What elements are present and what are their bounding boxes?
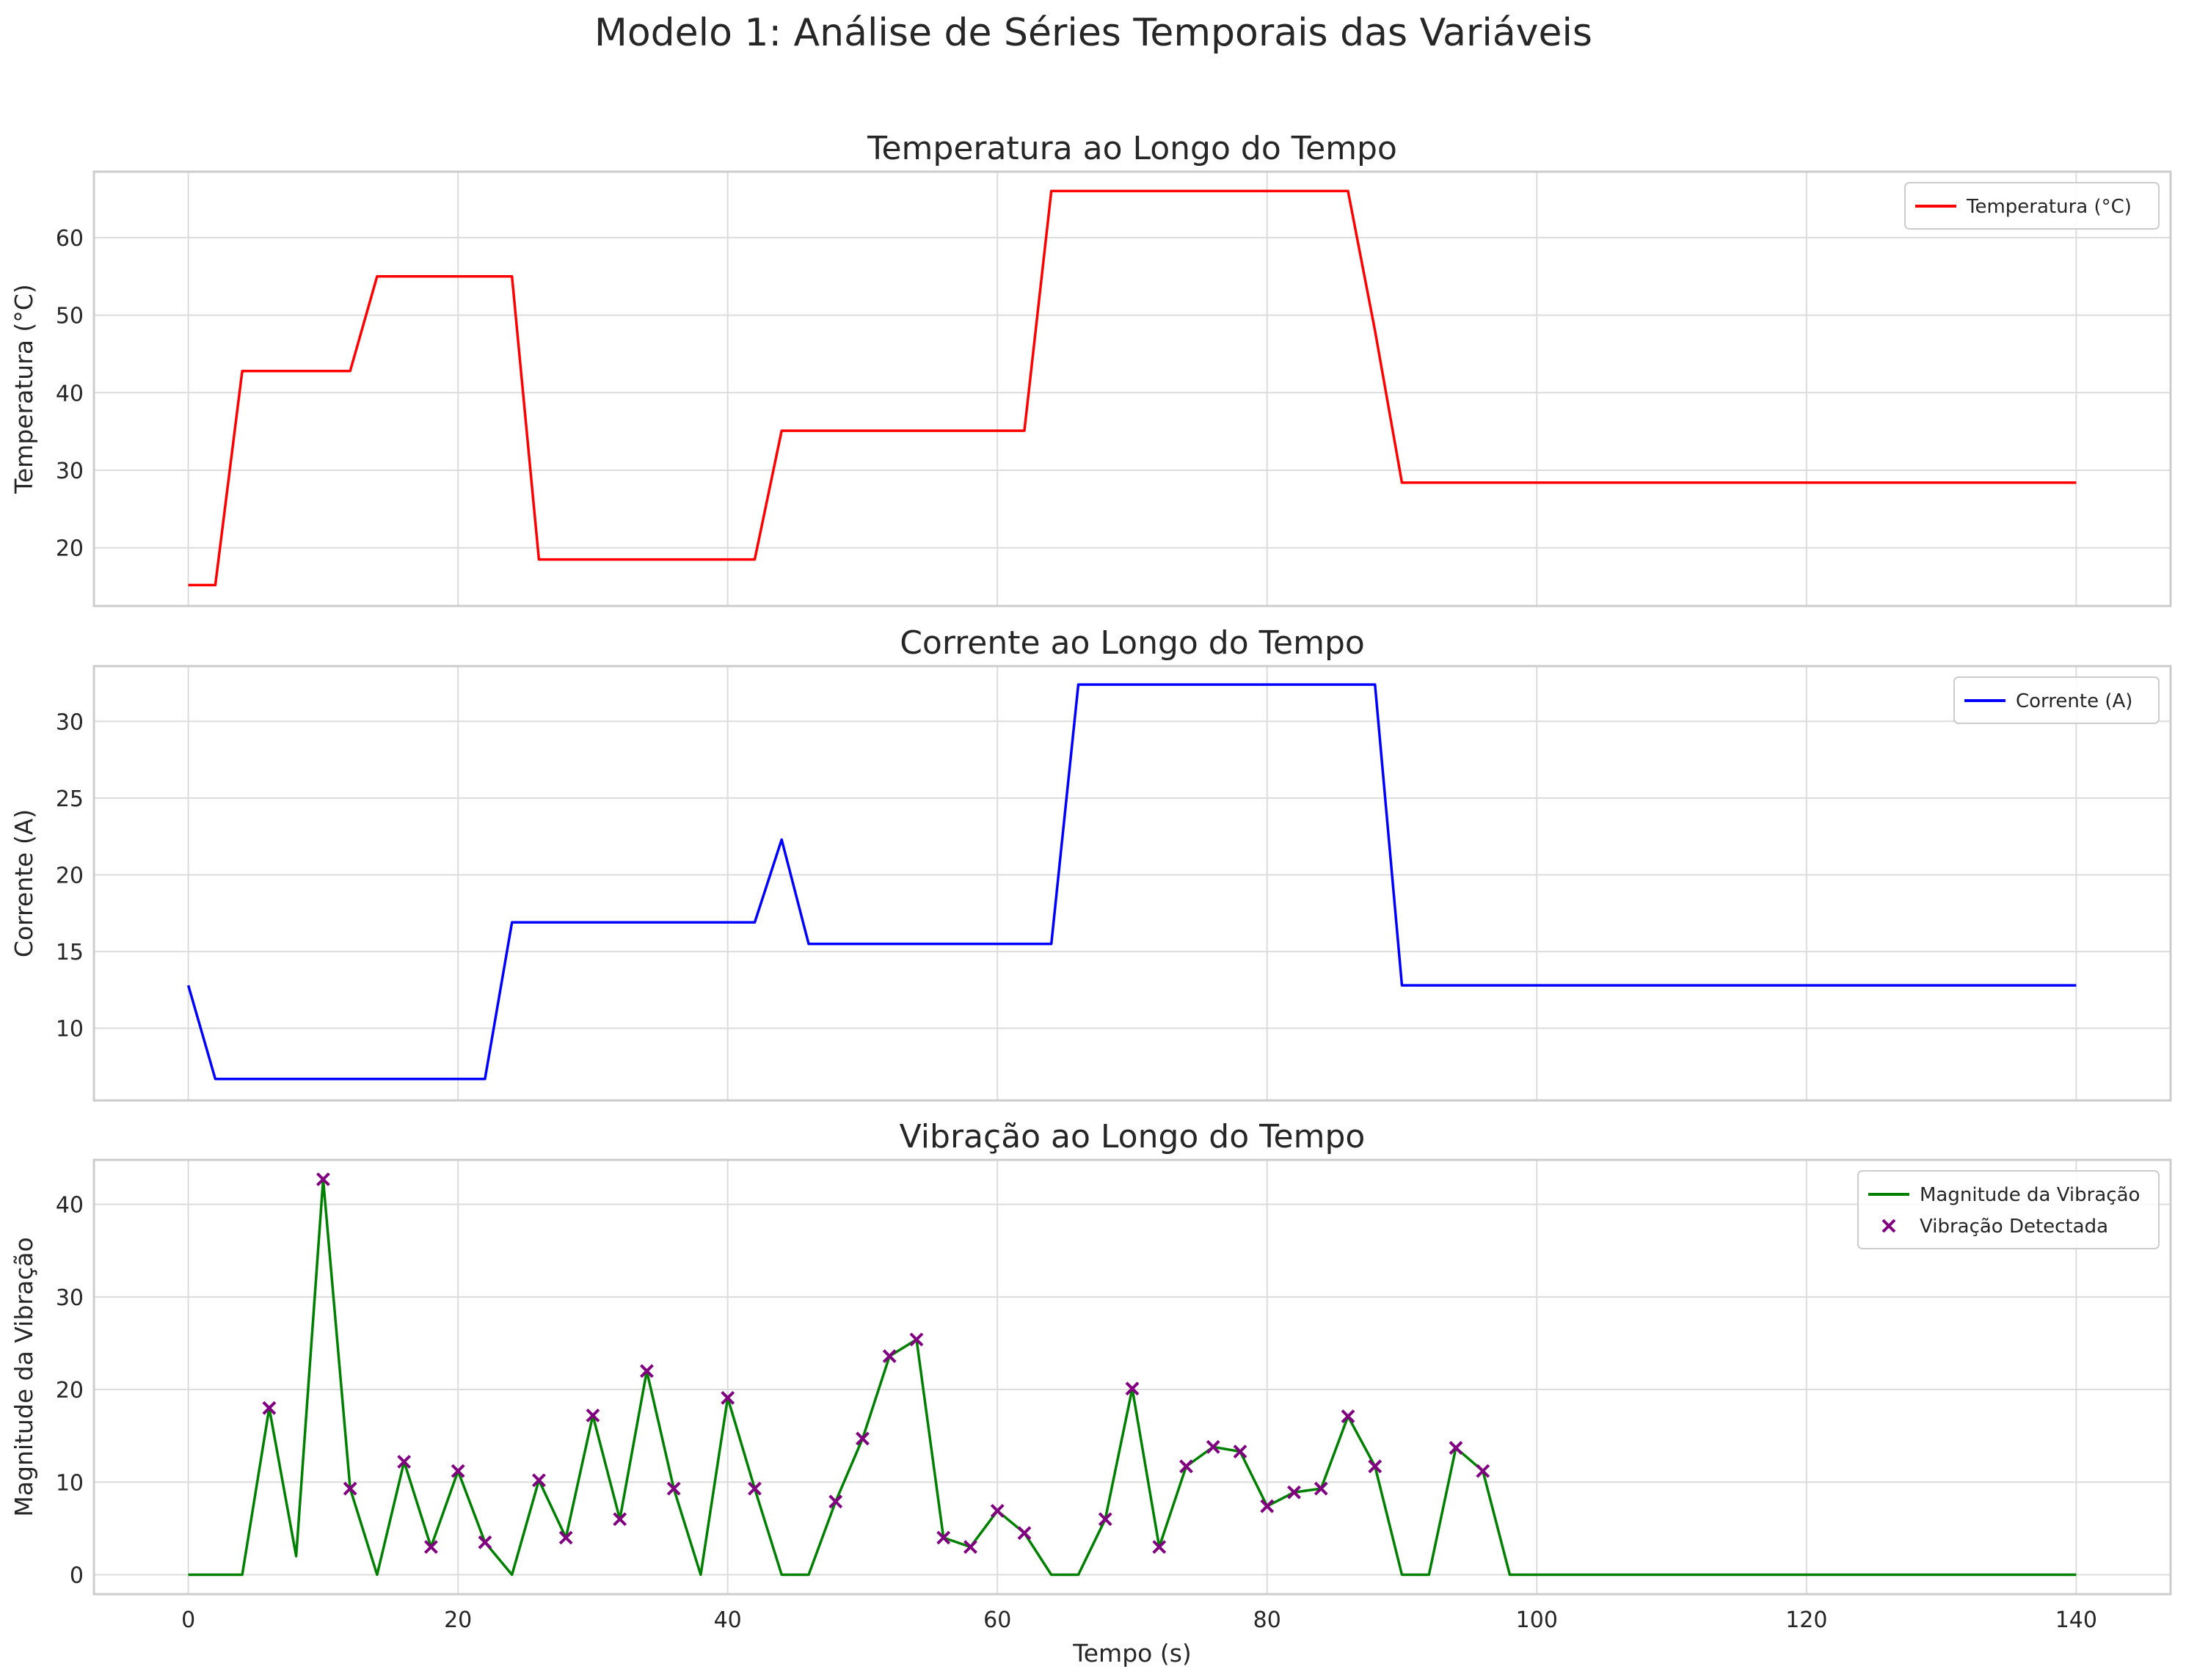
- y-tick-label: 20: [56, 1378, 84, 1403]
- legend-marker: [1881, 1219, 1896, 1233]
- y-axis-label: Corrente (A): [10, 809, 38, 957]
- y-tick-label: 10: [56, 1017, 84, 1042]
- detected-point-marker: [558, 1530, 573, 1545]
- detected-point-marker: [856, 1431, 870, 1446]
- y-tick-label: 30: [56, 459, 84, 484]
- legend-label: Magnitude da Vibração: [1920, 1184, 2140, 1206]
- x-tick-label: 40: [714, 1607, 742, 1633]
- panel-title: Corrente ao Longo do Tempo: [900, 624, 1365, 662]
- detected-point-marker: [748, 1481, 762, 1496]
- detected-point-marker: [1017, 1526, 1032, 1541]
- detected-point-marker: [478, 1535, 492, 1549]
- series-line-1: [188, 189, 2077, 587]
- figure-title: Modelo 1: Análise de Séries Temporais da…: [594, 11, 1592, 55]
- series-line-1: [186, 683, 2077, 1081]
- x-tick-label: 120: [1785, 1607, 1827, 1633]
- panel-2: 10 15 20 25 30 Corrente ao Longo do Tempo Corr…: [10, 624, 2172, 1102]
- y-tick-label: 60: [56, 226, 84, 252]
- detected-point-marker: [1098, 1512, 1112, 1527]
- detected-point-marker: [1341, 1409, 1355, 1424]
- legend: Magnitude da Vibração Vibração Detectada: [1857, 1170, 2160, 1249]
- x-tick-label: 140: [2055, 1607, 2097, 1633]
- legend-label: Temperatura (°C): [1966, 196, 2132, 218]
- y-tick-label: 15: [56, 940, 84, 965]
- panel-1: 20 30 40 50 60 Temperatura ao Longo do Tempo T…: [10, 130, 2172, 607]
- x-tick-label: 80: [1253, 1607, 1281, 1633]
- detected-point-marker: [316, 1172, 330, 1186]
- x-tick-label: 0: [181, 1607, 195, 1633]
- legend-box: [1904, 182, 2160, 230]
- legend-label: Corrente (A): [2016, 690, 2132, 712]
- detected-point-marker: [828, 1494, 843, 1509]
- y-tick-label: 30: [56, 1285, 84, 1311]
- detected-point-marker: [532, 1473, 546, 1488]
- detected-point-marker: [936, 1530, 951, 1545]
- detected-point-marker: [1125, 1381, 1140, 1396]
- detected-point-marker: [586, 1408, 600, 1422]
- x-tick-label: 20: [444, 1607, 472, 1633]
- y-tick-label: 20: [56, 536, 84, 562]
- detected-point-marker: [909, 1332, 924, 1347]
- detected-point-marker: [640, 1364, 654, 1378]
- detected-point-marker: [1287, 1485, 1301, 1500]
- series-line-1: [188, 1177, 2077, 1577]
- detected-point-marker: [963, 1540, 977, 1555]
- y-axis-label: Temperatura (°C): [10, 284, 38, 494]
- detected-point-marker: [1206, 1439, 1220, 1454]
- panel-title: Vibração ao Longo do Tempo: [900, 1118, 1366, 1155]
- detected-point-marker: [1179, 1459, 1193, 1474]
- detected-point-marker: [1314, 1481, 1328, 1496]
- detected-point-marker: [262, 1400, 277, 1415]
- detected-point-marker: [451, 1464, 465, 1478]
- detected-point-marker: [990, 1503, 1005, 1518]
- detected-point-marker: [1233, 1445, 1247, 1459]
- panel-3: 0 10 20 30 40 0 20 40 60 80 100 120 140 Vibração ao L…: [10, 1118, 2172, 1668]
- y-axis-label: Magnitude da Vibração: [10, 1237, 38, 1516]
- detected-point-marker: [424, 1540, 438, 1555]
- legend: Temperatura (°C): [1904, 182, 2160, 230]
- detected-point-marker: [1260, 1499, 1275, 1513]
- legend-box: [1953, 676, 2160, 724]
- plot-frame: [92, 1158, 2172, 1596]
- chart-panels: 20 30 40 50 60 Temperatura ao Longo do Tempo T…: [10, 130, 2172, 1668]
- detected-point-marker: [1368, 1459, 1382, 1474]
- y-tick-label: 10: [56, 1470, 84, 1496]
- y-tick-label: 40: [56, 1193, 84, 1219]
- detected-point-marker: [721, 1390, 735, 1405]
- plot-frame: [92, 665, 2172, 1102]
- y-tick-label: 25: [56, 786, 84, 812]
- detected-point-marker: [397, 1455, 412, 1469]
- x-axis-label: Tempo (s): [1072, 1639, 1192, 1668]
- y-tick-label: 50: [56, 304, 84, 329]
- panel-title: Temperatura ao Longo do Tempo: [867, 130, 1397, 167]
- detected-point-marker: [882, 1349, 897, 1364]
- y-tick-label: 40: [56, 381, 84, 406]
- plot-frame: [92, 170, 2172, 607]
- detected-point-marker: [613, 1512, 627, 1527]
- detected-point-marker: [1476, 1464, 1490, 1478]
- y-tick-label: 30: [56, 709, 84, 735]
- detected-point-marker: [666, 1481, 681, 1496]
- x-tick-label: 100: [1516, 1607, 1558, 1633]
- legend: Corrente (A): [1953, 676, 2160, 724]
- y-tick-label: 0: [70, 1563, 84, 1588]
- legend-label: Vibração Detectada: [1920, 1216, 2108, 1238]
- detected-point-marker: [1152, 1540, 1167, 1555]
- y-tick-label: 20: [56, 863, 84, 888]
- legend-box: [1857, 1170, 2160, 1249]
- x-tick-label: 60: [983, 1607, 1011, 1633]
- detected-point-marker: [343, 1481, 357, 1496]
- detected-point-marker: [1449, 1441, 1463, 1455]
